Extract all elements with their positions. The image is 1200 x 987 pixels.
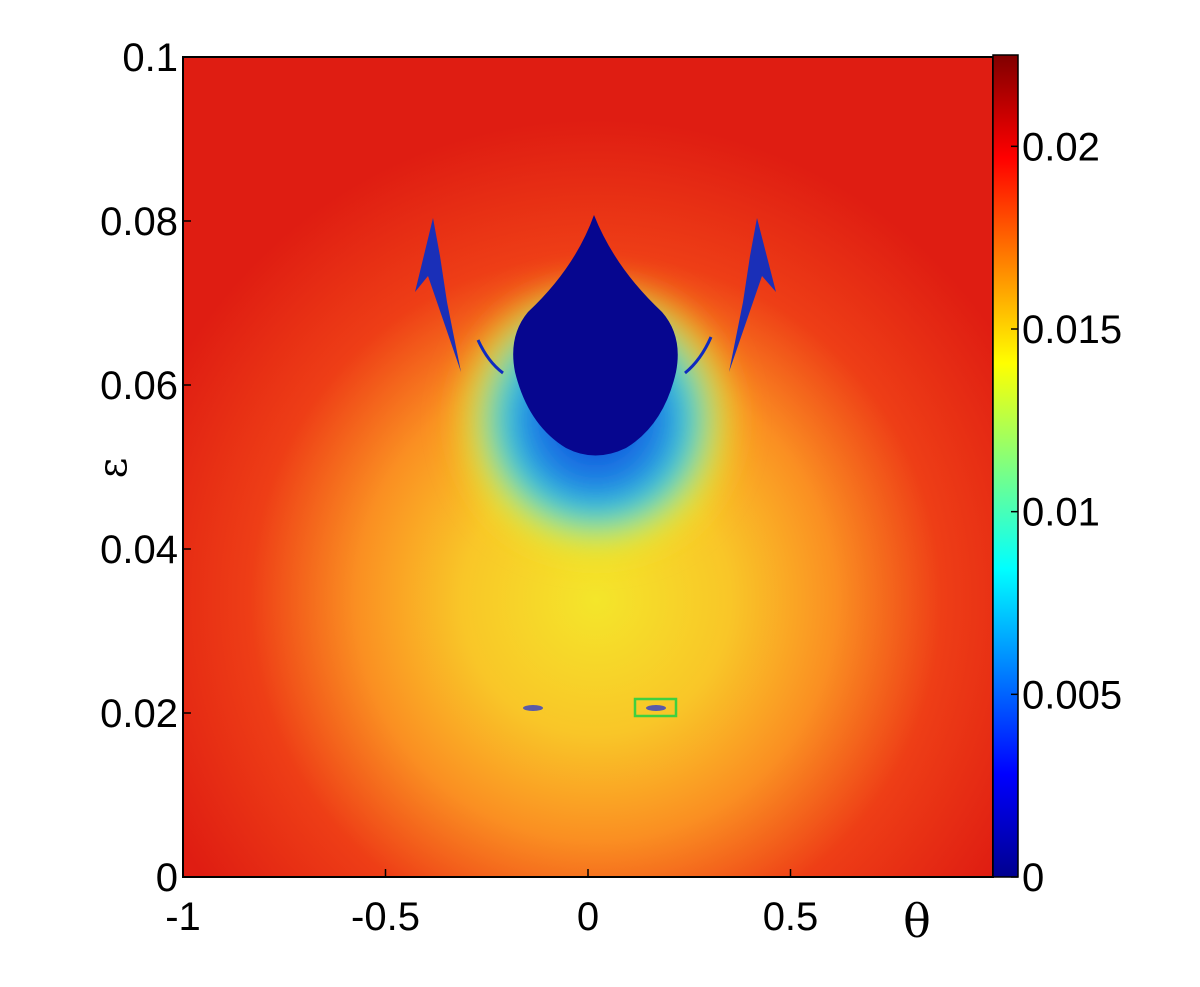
y-tick-label: 0.04 bbox=[100, 528, 178, 572]
colorbar-ticks: 0 0.005 0.01 0.015 0.02 bbox=[1011, 125, 1122, 900]
x-tick-label: -1 bbox=[165, 895, 201, 939]
colorbar-tick-label: 0.005 bbox=[1022, 673, 1122, 717]
colorbar-tick-label: 0.01 bbox=[1022, 491, 1100, 535]
central-low-region bbox=[513, 215, 678, 456]
small-island-right bbox=[646, 705, 666, 711]
right-low-tongue bbox=[729, 218, 776, 372]
x-tick-label: -0.5 bbox=[351, 895, 420, 939]
y-tick-label: 0 bbox=[156, 856, 178, 900]
colorbar-tick-label: 0 bbox=[1022, 856, 1044, 900]
left-inner-arc bbox=[476, 339, 504, 375]
small-island-left bbox=[523, 705, 543, 711]
x-axis: -1 -0.5 0 0.5 bbox=[165, 869, 818, 939]
y-tick-label: 0.08 bbox=[100, 200, 178, 244]
plot-area bbox=[182, 56, 994, 878]
x-tick-label: 0 bbox=[577, 895, 599, 939]
highlight-box bbox=[633, 697, 678, 718]
y-axis: 0 0.02 0.04 0.06 0.08 0.1 bbox=[100, 36, 191, 900]
colorbar-tick-label: 0.015 bbox=[1022, 308, 1122, 352]
y-tick-label: 0.02 bbox=[100, 692, 178, 736]
left-low-tongue bbox=[415, 218, 461, 372]
colorbar-tick-label: 0.02 bbox=[1022, 125, 1100, 169]
y-tick-label: 0.1 bbox=[122, 36, 178, 80]
colorbar-frame bbox=[992, 54, 1019, 878]
right-inner-arc bbox=[684, 336, 713, 375]
x-tick-label: 0.5 bbox=[763, 895, 819, 939]
y-tick-label: 0.06 bbox=[100, 364, 178, 408]
colorbar-gradient bbox=[993, 55, 1018, 877]
x-axis-label: θ bbox=[903, 894, 931, 948]
colorbar: 0 0.005 0.01 0.015 0.02 bbox=[992, 54, 1122, 900]
y-axis-label: ε bbox=[90, 458, 136, 479]
